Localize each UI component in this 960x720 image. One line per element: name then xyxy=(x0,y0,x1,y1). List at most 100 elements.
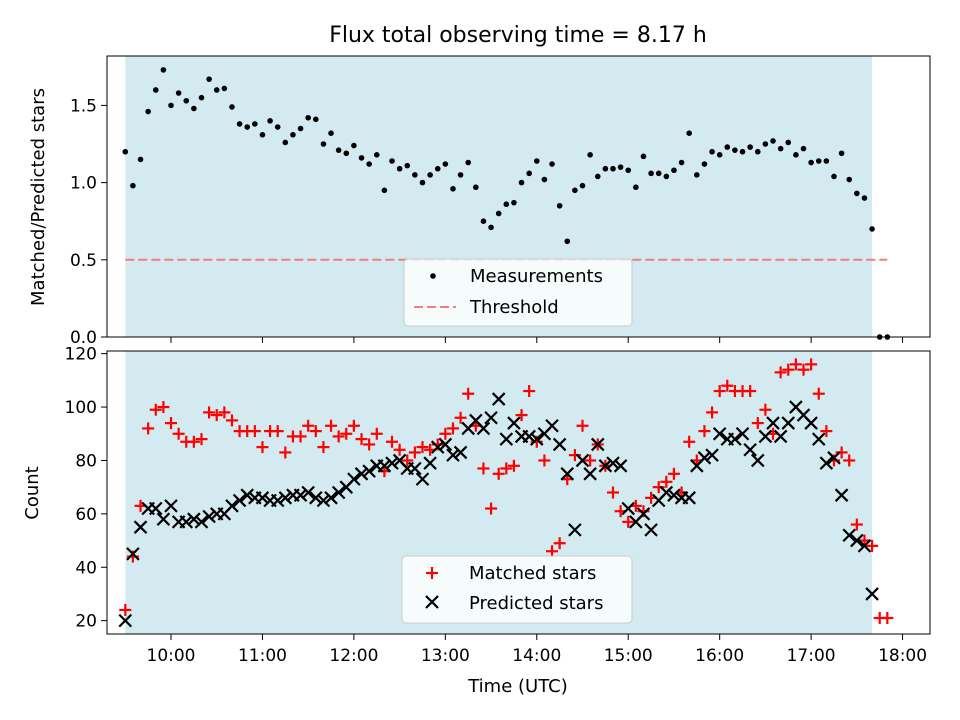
predicted-star-point xyxy=(522,429,536,444)
measurement-point xyxy=(800,145,807,152)
predicted-star-point xyxy=(758,429,773,444)
measurement-point xyxy=(861,195,868,201)
bottom-y-tick-label: 40 xyxy=(75,558,97,578)
predicted-star-point xyxy=(270,493,285,508)
measurement-point xyxy=(633,184,639,191)
matched-star-point xyxy=(302,419,315,432)
matched-star-point xyxy=(454,411,467,424)
matched-star-point xyxy=(248,425,261,438)
measurement-point xyxy=(754,148,761,155)
matched-star-point xyxy=(210,409,223,422)
measurement-point xyxy=(625,167,632,174)
measurement-point xyxy=(175,90,182,96)
measurement-point xyxy=(259,131,266,138)
matched-stars-points xyxy=(119,358,894,624)
measurement-point xyxy=(191,105,197,112)
bottom-legend-box xyxy=(401,555,633,624)
top-axes-frame xyxy=(106,55,931,338)
matched-star-point xyxy=(485,502,498,515)
matched-star-point xyxy=(652,481,665,494)
measurement-point xyxy=(587,152,593,158)
matched-star-point xyxy=(546,545,559,558)
bottom-x-tick-label: 11:00 xyxy=(238,646,287,666)
matched-star-point xyxy=(347,419,360,432)
predicted-star-point xyxy=(766,416,780,430)
measurement-point xyxy=(838,150,845,157)
measurement-point xyxy=(869,226,875,232)
measurement-point xyxy=(785,139,792,146)
predicted-star-point xyxy=(377,459,392,473)
bottom-legend: Matched stars Predicted stars xyxy=(401,555,633,624)
bottom-y-tick-label: 60 xyxy=(75,505,97,525)
predicted-star-point xyxy=(583,467,597,481)
measurement-point xyxy=(244,124,251,130)
predicted-star-point xyxy=(484,410,498,425)
matched-star-point xyxy=(119,603,132,616)
matched-star-point xyxy=(568,449,581,462)
predicted-star-point xyxy=(773,429,788,444)
measurement-point xyxy=(739,148,746,155)
matched-star-point xyxy=(332,430,345,443)
top-chart-title: Flux total observing time = 8.17 h xyxy=(329,23,707,48)
measurement-point xyxy=(709,148,715,155)
measurement-point xyxy=(373,152,380,158)
measurement-point xyxy=(541,176,548,183)
bottom-x-tick-label: 18:00 xyxy=(878,646,927,666)
measurement-point xyxy=(610,165,616,172)
measurement-point xyxy=(655,170,662,177)
predicted-star-point xyxy=(682,491,696,505)
predicted-star-point xyxy=(728,432,742,446)
bottom-x-tick-label: 17:00 xyxy=(787,646,836,666)
matched-star-point xyxy=(515,409,528,422)
measurement-point xyxy=(617,164,624,170)
measurement-point xyxy=(594,173,601,180)
matched-star-point xyxy=(279,446,292,459)
matched-star-point xyxy=(774,366,787,379)
top-x-ticks xyxy=(170,337,904,343)
bottom-x-tick-label: 16:00 xyxy=(695,646,744,666)
top-legend: Measurements Threshold xyxy=(403,258,633,327)
measurement-point xyxy=(145,108,151,115)
predicted-star-point xyxy=(385,456,399,470)
measurement-point xyxy=(724,144,731,150)
measurement-point xyxy=(846,176,853,183)
measurement-point xyxy=(297,125,304,132)
matched-star-point xyxy=(439,427,452,440)
measurement-point xyxy=(533,158,540,164)
measurement-point xyxy=(716,152,723,158)
matched-star-point xyxy=(309,425,322,438)
bottom-axes-frame xyxy=(106,350,931,635)
matched-star-point xyxy=(805,358,818,371)
predicted-star-point xyxy=(316,493,331,508)
top-y-tick-label: 0.5 xyxy=(70,251,97,271)
predicted-star-point xyxy=(423,456,437,470)
matched-star-point xyxy=(797,363,810,376)
matched-star-point xyxy=(492,467,505,480)
predicted-star-point xyxy=(667,488,681,502)
measurement-point xyxy=(229,104,235,110)
measurement-point xyxy=(770,138,776,144)
matched-star-point xyxy=(340,427,353,440)
matched-star-point xyxy=(416,441,429,454)
predicted-star-point xyxy=(476,421,491,436)
measurement-point xyxy=(793,152,799,158)
matched-star-point xyxy=(843,454,856,467)
measurement-point xyxy=(404,162,411,169)
predicted-star-point xyxy=(842,528,857,542)
matched-star-point xyxy=(820,425,833,438)
predicted-star-point xyxy=(491,392,506,406)
measurement-point xyxy=(732,147,738,153)
matched-star-point xyxy=(660,475,673,488)
top-y-tick-label: 1.0 xyxy=(70,174,97,194)
predicted-star-point xyxy=(697,451,712,465)
top-panel: 0.0 0.5 1.0 1.5 Matched/Predicted stars Mea… xyxy=(28,55,931,348)
top-y-ticks: 0.0 0.5 1.0 1.5 xyxy=(70,96,107,348)
measurement-point xyxy=(831,173,837,180)
predicted-star-point xyxy=(446,448,460,462)
matched-star-point xyxy=(835,446,848,459)
measurement-point xyxy=(694,172,700,178)
matched-star-point xyxy=(256,441,269,454)
bottom-x-tick-label: 13:00 xyxy=(421,646,470,666)
predicted-star-point xyxy=(659,485,674,500)
